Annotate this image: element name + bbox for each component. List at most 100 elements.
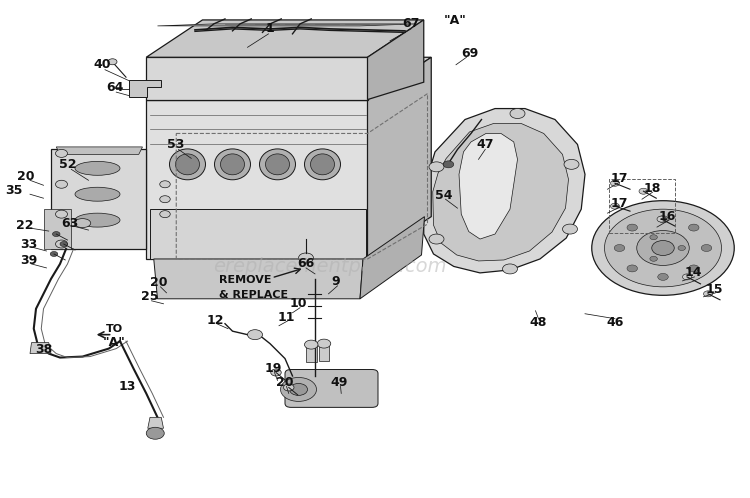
Polygon shape: [146, 100, 368, 259]
Polygon shape: [30, 343, 51, 354]
Polygon shape: [360, 217, 424, 299]
FancyBboxPatch shape: [285, 370, 378, 407]
Circle shape: [271, 369, 281, 376]
Text: 52: 52: [58, 158, 76, 171]
Circle shape: [637, 231, 689, 265]
Polygon shape: [150, 209, 366, 259]
Text: "A": "A": [103, 336, 125, 349]
Text: 19: 19: [264, 362, 282, 375]
Text: "A": "A": [444, 14, 466, 27]
Text: 10: 10: [290, 297, 308, 310]
Text: 49: 49: [330, 376, 348, 389]
Polygon shape: [154, 259, 363, 299]
Circle shape: [160, 181, 170, 188]
Polygon shape: [319, 344, 329, 361]
Polygon shape: [368, 57, 431, 259]
Circle shape: [592, 201, 734, 295]
Polygon shape: [148, 417, 164, 428]
Circle shape: [652, 241, 674, 255]
Circle shape: [50, 251, 58, 256]
Text: 47: 47: [476, 138, 494, 151]
Circle shape: [56, 180, 68, 188]
Circle shape: [108, 59, 117, 65]
Polygon shape: [368, 20, 424, 100]
Circle shape: [688, 265, 699, 272]
Text: 46: 46: [606, 316, 624, 329]
Text: 17: 17: [610, 197, 628, 210]
Polygon shape: [56, 147, 142, 154]
Text: 11: 11: [278, 311, 296, 324]
Text: 64: 64: [106, 81, 124, 94]
Text: 40: 40: [93, 58, 111, 71]
Circle shape: [510, 109, 525, 119]
Ellipse shape: [75, 161, 120, 175]
Text: 33: 33: [20, 238, 37, 250]
Ellipse shape: [74, 219, 91, 228]
Ellipse shape: [266, 154, 290, 175]
Polygon shape: [51, 149, 146, 249]
Text: 63: 63: [62, 217, 78, 230]
Circle shape: [639, 188, 648, 194]
Text: 20: 20: [150, 276, 168, 289]
Circle shape: [650, 256, 657, 261]
Polygon shape: [306, 345, 316, 362]
Circle shape: [60, 242, 68, 247]
Circle shape: [304, 340, 318, 349]
Circle shape: [280, 377, 316, 401]
Circle shape: [56, 149, 68, 157]
Text: REMOVE: REMOVE: [219, 275, 272, 285]
Polygon shape: [433, 124, 568, 261]
Circle shape: [443, 161, 454, 168]
Ellipse shape: [304, 149, 340, 180]
Circle shape: [604, 209, 722, 287]
Text: 35: 35: [4, 184, 22, 197]
Text: 20: 20: [276, 376, 294, 389]
Text: 69: 69: [460, 47, 478, 60]
Circle shape: [317, 339, 331, 348]
Circle shape: [704, 291, 712, 297]
Polygon shape: [158, 24, 416, 26]
Ellipse shape: [75, 213, 120, 227]
Circle shape: [627, 224, 638, 231]
Text: 22: 22: [16, 219, 34, 232]
Text: 54: 54: [435, 189, 453, 202]
Circle shape: [160, 211, 170, 218]
Circle shape: [657, 216, 666, 222]
Text: 25: 25: [141, 290, 159, 303]
Ellipse shape: [220, 154, 245, 175]
Ellipse shape: [310, 154, 334, 175]
Circle shape: [56, 240, 68, 248]
Circle shape: [146, 427, 164, 439]
Circle shape: [610, 203, 620, 209]
Circle shape: [682, 274, 692, 280]
Text: 18: 18: [644, 182, 662, 195]
Polygon shape: [424, 109, 585, 273]
Bar: [609, 179, 675, 233]
Polygon shape: [459, 133, 518, 239]
Circle shape: [562, 224, 578, 234]
Ellipse shape: [260, 149, 296, 180]
Circle shape: [678, 246, 686, 250]
Polygon shape: [146, 57, 368, 100]
Circle shape: [298, 253, 314, 263]
Text: 48: 48: [530, 316, 548, 329]
Text: 66: 66: [297, 257, 315, 270]
Text: 13: 13: [118, 380, 136, 393]
Ellipse shape: [214, 149, 250, 180]
Text: ereplacementparts.com: ereplacementparts.com: [213, 257, 447, 276]
Text: 12: 12: [206, 314, 224, 327]
Text: 1: 1: [266, 22, 274, 35]
Circle shape: [614, 245, 625, 251]
Circle shape: [701, 245, 712, 251]
Ellipse shape: [75, 187, 120, 201]
Circle shape: [627, 265, 638, 272]
Circle shape: [564, 159, 579, 169]
Polygon shape: [146, 20, 424, 57]
Circle shape: [56, 210, 68, 218]
Circle shape: [53, 232, 60, 237]
Text: TO: TO: [106, 324, 122, 334]
Polygon shape: [44, 209, 71, 249]
Circle shape: [290, 383, 308, 395]
Circle shape: [284, 384, 294, 391]
Polygon shape: [146, 57, 431, 100]
